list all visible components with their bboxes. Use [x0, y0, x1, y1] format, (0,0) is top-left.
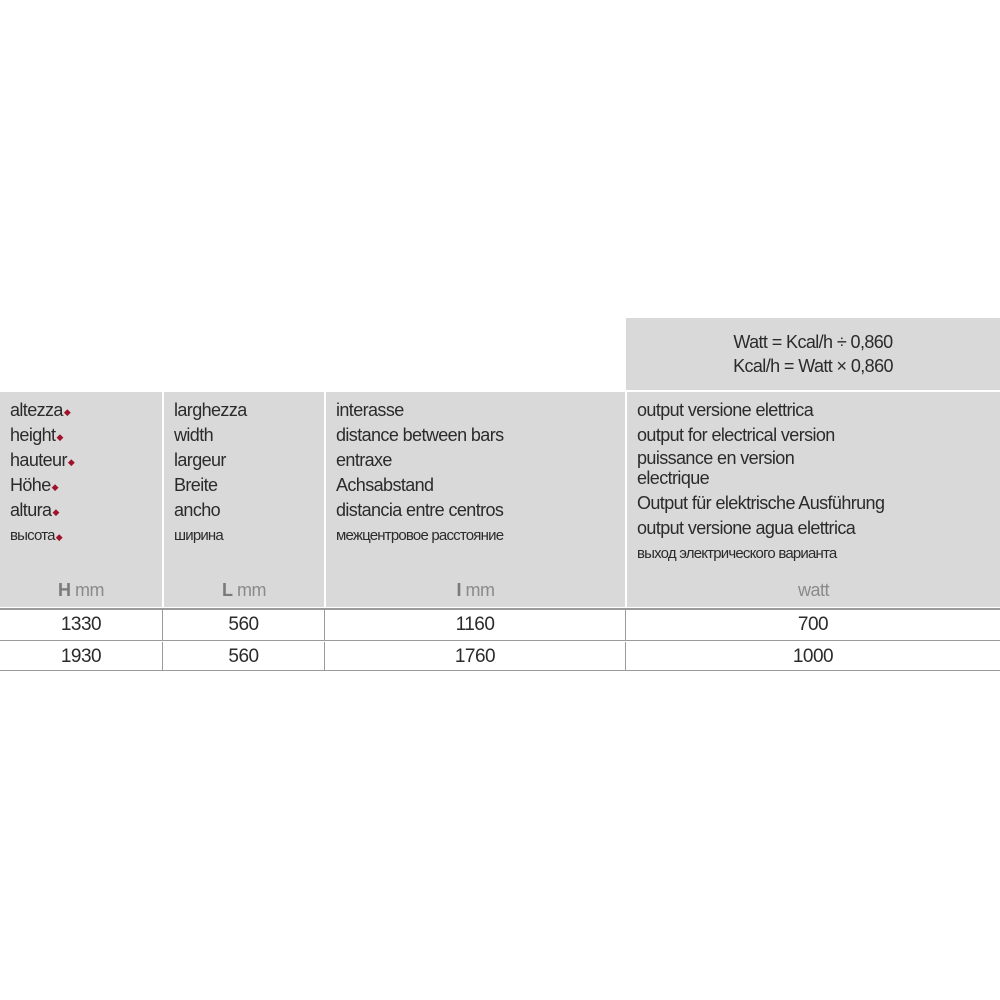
- unit-label: H mm: [57, 580, 105, 600]
- header-interaxis: interasse distance between bars entraxe …: [326, 392, 625, 607]
- unit-label: L mm: [221, 580, 267, 600]
- diamond-marker-icon: ◆: [56, 432, 63, 442]
- header-output: output versione elettrica output for ele…: [627, 392, 1000, 607]
- label: output versione agua elettrica: [637, 518, 856, 538]
- label: output for electrical version: [637, 425, 835, 445]
- label: entraxe: [336, 450, 392, 470]
- diamond-marker-icon: ◆: [67, 457, 75, 467]
- label: interasse: [336, 400, 404, 420]
- label: ширина: [174, 527, 224, 544]
- label: Output für elektrische Ausführung: [637, 493, 885, 513]
- label: Höhe: [10, 475, 51, 495]
- label: hauteur: [10, 450, 67, 470]
- diamond-marker-icon: ◆: [55, 532, 63, 542]
- label: высота: [10, 527, 55, 544]
- cell-interaxis: 1160: [325, 610, 626, 640]
- cell-width: 560: [163, 610, 325, 640]
- cell-width: 560: [163, 642, 325, 670]
- label: distancia entre centros: [336, 500, 504, 520]
- cell-output: 1000: [792, 646, 834, 667]
- label: width: [174, 425, 214, 445]
- cell-height: 1330: [0, 610, 163, 640]
- label: выход электрического варианта: [637, 545, 837, 562]
- conversion-formula-box: Watt = Kcal/h ÷ 0,860 Kcal/h = Watt × 0,…: [626, 318, 1000, 390]
- formula-kcal: Kcal/h = Watt × 0,860: [733, 356, 893, 376]
- table-row: 1930 560 1760 1000: [0, 642, 1000, 671]
- label: altezza: [10, 400, 63, 420]
- cell-height: 1930: [0, 642, 163, 670]
- unit-label: watt: [797, 580, 830, 600]
- table-row: 1330 560 1160 700: [0, 610, 1000, 641]
- divider: [0, 608, 1000, 610]
- label: larghezza: [174, 400, 247, 420]
- label: межцентровое расстояние: [336, 527, 504, 544]
- label: largeur: [174, 450, 226, 470]
- unit-label: I mm: [456, 580, 495, 600]
- cell-interaxis: 1760: [325, 642, 626, 670]
- label: height: [10, 425, 56, 445]
- label: output versione elettrica: [637, 400, 814, 420]
- diamond-marker-icon: ◆: [63, 407, 71, 417]
- label: Breite: [174, 475, 218, 495]
- label: ancho: [174, 500, 221, 520]
- header-width: larghezza width largeur Breite ancho шир…: [164, 392, 324, 607]
- header-height: altezza◆ height◆ hauteur◆ Höhe◆ altura◆ …: [0, 392, 162, 607]
- label: Achsabstand: [336, 475, 434, 495]
- label: puissance en version: [637, 448, 795, 468]
- label: altura: [10, 500, 52, 520]
- diamond-marker-icon: ◆: [52, 507, 59, 517]
- cell-output: 700: [797, 614, 829, 635]
- label: electrique: [637, 468, 710, 488]
- formula-watt: Watt = Kcal/h ÷ 0,860: [733, 332, 893, 352]
- diamond-marker-icon: ◆: [51, 482, 59, 492]
- label: distance between bars: [336, 425, 504, 445]
